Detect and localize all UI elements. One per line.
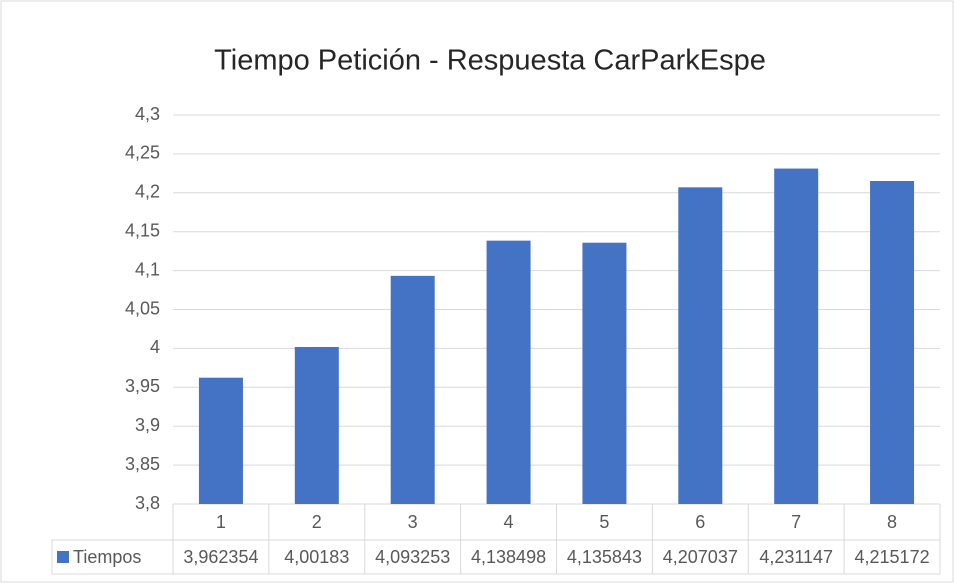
table-value: 4,00183 bbox=[284, 547, 349, 567]
y-tick-label: 4,05 bbox=[125, 298, 160, 318]
table-value: 4,135843 bbox=[567, 547, 642, 567]
x-tick-label: 4 bbox=[504, 512, 514, 532]
x-tick-label: 3 bbox=[408, 512, 418, 532]
y-tick-label: 3,95 bbox=[125, 376, 160, 396]
x-tick-label: 5 bbox=[599, 512, 609, 532]
bar bbox=[486, 240, 531, 504]
x-tick-label: 8 bbox=[887, 512, 897, 532]
y-tick-label: 4,3 bbox=[135, 104, 160, 124]
y-tick-label: 3,8 bbox=[135, 493, 160, 513]
x-tick-label: 1 bbox=[216, 512, 226, 532]
y-tick-label: 3,85 bbox=[125, 454, 160, 474]
chart-title: Tiempo Petición - Respuesta CarParkEspe bbox=[214, 45, 766, 77]
x-tick-label: 2 bbox=[312, 512, 322, 532]
bar bbox=[870, 180, 915, 504]
table-value: 3,962354 bbox=[183, 547, 258, 567]
bar bbox=[198, 377, 243, 504]
legend-label: Tiempos bbox=[73, 547, 141, 567]
bar bbox=[774, 168, 819, 504]
y-tick-label: 3,9 bbox=[135, 415, 160, 435]
x-tick-label: 6 bbox=[695, 512, 705, 532]
table-value: 4,138498 bbox=[471, 547, 546, 567]
table-value: 4,215172 bbox=[855, 547, 930, 567]
y-tick-label: 4,1 bbox=[135, 259, 160, 279]
legend-key bbox=[57, 551, 69, 563]
bar bbox=[678, 187, 723, 505]
y-tick-label: 4,15 bbox=[125, 220, 160, 240]
bar bbox=[582, 242, 627, 504]
table-value: 4,093253 bbox=[375, 547, 450, 567]
bar bbox=[390, 275, 435, 504]
y-tick-label: 4,2 bbox=[135, 182, 160, 202]
bar bbox=[294, 346, 339, 504]
x-tick-label: 7 bbox=[791, 512, 801, 532]
y-tick-label: 4 bbox=[150, 337, 160, 357]
table-value: 4,231147 bbox=[759, 547, 833, 567]
y-tick-label: 4,25 bbox=[125, 143, 160, 163]
table-value: 4,207037 bbox=[663, 547, 738, 567]
